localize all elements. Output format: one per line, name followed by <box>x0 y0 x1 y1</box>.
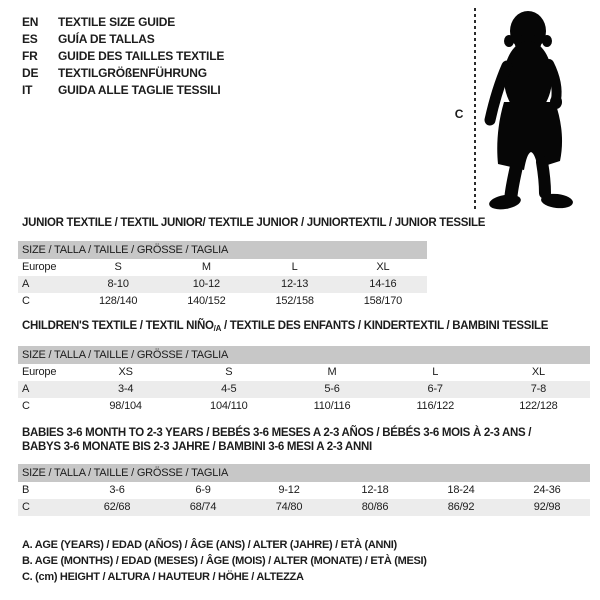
language-code: FR <box>22 49 38 63</box>
children-title-prefix: CHILDREN'S TEXTILE / TEXTIL NIÑO <box>22 320 214 332</box>
junior-section-title: JUNIOR TEXTILE / TEXTIL JUNIOR/ TEXTILE … <box>22 217 486 229</box>
footnote-age-months: B. AGE (MONTHS) / EDAD (MESES) / ÂGE (MO… <box>22 555 427 567</box>
legend-row-en: EN TEXTILE SIZE GUIDE <box>22 14 224 31</box>
table-row-age: A 8-10 10-12 12-13 14-16 <box>18 276 427 293</box>
table-cell: 122/128 <box>519 400 558 412</box>
table-cell: 68/74 <box>189 501 217 513</box>
toddler-silhouette-image <box>484 11 573 210</box>
size-header-bar: SIZE / TALLA / TAILLE / GRÖSSE / TAGLIA <box>18 346 590 364</box>
table-cell: 92/98 <box>533 501 561 513</box>
table-cell: 152/158 <box>275 295 314 307</box>
table-row-height: C 62/68 68/74 74/80 80/86 86/92 92/98 <box>18 499 590 516</box>
language-legend: EN TEXTILE SIZE GUIDE ES GUÍA DE TALLAS … <box>22 14 224 99</box>
size-header-bar: SIZE / TALLA / TAILLE / GRÖSSE / TAGLIA <box>18 241 427 259</box>
guide-title-it: GUIDA ALLE TAGLIE TESSILI <box>58 83 221 97</box>
table-cell: 24-36 <box>533 484 561 496</box>
table-cell: L <box>432 366 439 378</box>
babies-title-line1: BABIES 3-6 MONTH TO 2-3 YEARS / BEBÉS 3-… <box>22 427 532 439</box>
table-cell: 80/86 <box>361 501 389 513</box>
legend-row-es: ES GUÍA DE TALLAS <box>22 31 224 48</box>
children-title-subscript: /A <box>213 324 222 333</box>
babies-section-title: BABIES 3-6 MONTH TO 2-3 YEARS / BEBÉS 3-… <box>22 426 532 454</box>
table-cell: 74/80 <box>275 501 303 513</box>
table-cell: L <box>291 261 298 273</box>
table-row-height: C 98/104 104/110 110/116 116/122 122/128 <box>18 398 590 415</box>
table-cell: S <box>114 261 122 273</box>
babies-title-line2: BABYS 3-6 MONATE BIS 2-3 JAHRE / BAMBINI… <box>22 441 372 453</box>
row-label: Europe <box>22 261 57 273</box>
children-size-table: SIZE / TALLA / TAILLE / GRÖSSE / TAGLIA … <box>18 346 590 415</box>
table-cell: 128/140 <box>98 295 138 307</box>
junior-size-table: SIZE / TALLA / TAILLE / GRÖSSE / TAGLIA … <box>18 241 427 310</box>
table-cell: 6-9 <box>195 484 211 496</box>
table-cell: 3-4 <box>117 383 134 395</box>
table-cell: 12-13 <box>281 278 309 290</box>
table-cell: XS <box>118 366 133 378</box>
height-measure-dashed-line <box>474 8 476 209</box>
table-cell: 140/152 <box>187 295 226 307</box>
footnote-height: C. (cm) HEIGHT / ALTURA / HAUTEUR / HÖHE… <box>22 571 304 583</box>
table-cell: 3-6 <box>109 484 125 496</box>
table-cell: 5-6 <box>324 383 340 395</box>
row-label: C <box>22 501 30 513</box>
footnotes: A. AGE (YEARS) / EDAD (AÑOS) / ÂGE (ANS)… <box>22 537 427 585</box>
table-cell: 9-12 <box>278 484 300 496</box>
table-cell: 158/170 <box>363 295 403 307</box>
table-cell: 110/116 <box>313 400 351 412</box>
table-cell: 116/122 <box>416 400 454 412</box>
table-cell: 98/104 <box>109 400 142 412</box>
table-cell: 10-12 <box>192 278 220 290</box>
table-cell: 62/68 <box>103 501 131 513</box>
guide-title-de: TEXTILGRÖßENFÜHRUNG <box>58 66 207 80</box>
table-row-height: C 128/140 140/152 152/158 158/170 <box>18 293 427 310</box>
height-measure-label: C <box>454 107 464 121</box>
guide-title-fr: GUIDE DES TAILLES TEXTILE <box>58 49 225 63</box>
table-cell: 8-10 <box>107 278 129 290</box>
table-cell: 14-16 <box>369 278 397 290</box>
table-row-age-months: B 3-6 6-9 9-12 12-18 18-24 24-36 <box>18 482 590 499</box>
table-row-europe: Europe S M L XL <box>18 259 427 276</box>
size-header-bar: SIZE / TALLA / TAILLE / GRÖSSE / TAGLIA <box>18 464 590 482</box>
language-code: IT <box>22 83 33 97</box>
table-cell: S <box>225 366 233 378</box>
table-row-europe: Europe XS S M L XL <box>18 364 590 381</box>
language-code: DE <box>22 66 39 80</box>
table-row-age: A 3-4 4-5 5-6 6-7 7-8 <box>18 381 590 398</box>
language-code: ES <box>22 32 38 46</box>
table-cell: XL <box>531 366 545 378</box>
guide-title-en: TEXTILE SIZE GUIDE <box>58 15 176 29</box>
row-label: A <box>22 278 30 290</box>
table-cell: M <box>201 261 211 273</box>
table-cell: M <box>327 366 337 378</box>
babies-size-table: SIZE / TALLA / TAILLE / GRÖSSE / TAGLIA … <box>18 464 590 516</box>
table-cell: 4-5 <box>221 383 237 395</box>
legend-row-fr: FR GUIDE DES TAILLES TEXTILE <box>22 48 224 65</box>
row-label: B <box>22 484 30 496</box>
legend-row-de: DE TEXTILGRÖßENFÜHRUNG <box>22 65 224 82</box>
footnote-age-years: A. AGE (YEARS) / EDAD (AÑOS) / ÂGE (ANS)… <box>22 539 397 551</box>
table-cell: 7-8 <box>530 383 547 395</box>
table-cell: 104/110 <box>210 400 248 412</box>
guide-title-es: GUÍA DE TALLAS <box>58 32 155 46</box>
language-code: EN <box>22 15 39 29</box>
table-cell: XL <box>376 261 390 273</box>
row-label: C <box>22 400 30 412</box>
legend-row-it: IT GUIDA ALLE TAGLIE TESSILI <box>22 82 224 99</box>
row-label: A <box>22 383 30 395</box>
table-cell: 18-24 <box>447 484 475 496</box>
table-cell: 6-7 <box>427 383 444 395</box>
table-cell: 86/92 <box>447 501 475 513</box>
children-title-suffix: / TEXTILE DES ENFANTS / KINDERTEXTIL / B… <box>221 320 549 332</box>
row-label: Europe <box>22 366 57 378</box>
children-section-title: CHILDREN'S TEXTILE / TEXTIL NIÑO/A / TEX… <box>22 319 548 336</box>
table-cell: 12-18 <box>361 484 389 496</box>
row-label: C <box>22 295 30 307</box>
